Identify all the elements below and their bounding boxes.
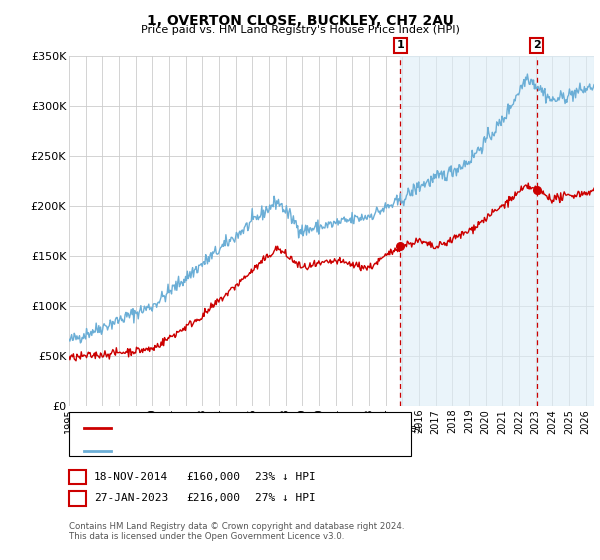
Text: 18-NOV-2014: 18-NOV-2014 bbox=[94, 472, 169, 482]
Text: Contains HM Land Registry data © Crown copyright and database right 2024.
This d: Contains HM Land Registry data © Crown c… bbox=[69, 522, 404, 542]
Point bbox=[395, 241, 405, 250]
Text: 1, OVERTON CLOSE, BUCKLEY, CH7 2AU: 1, OVERTON CLOSE, BUCKLEY, CH7 2AU bbox=[146, 14, 454, 28]
Text: £160,000: £160,000 bbox=[186, 472, 240, 482]
Text: 2: 2 bbox=[533, 40, 541, 50]
Text: HPI: Average price, detached house, Flintshire: HPI: Average price, detached house, Flin… bbox=[118, 446, 359, 456]
Text: 1, OVERTON CLOSE, BUCKLEY, CH7 2AU (detached house): 1, OVERTON CLOSE, BUCKLEY, CH7 2AU (deta… bbox=[118, 423, 421, 433]
Text: Price paid vs. HM Land Registry's House Price Index (HPI): Price paid vs. HM Land Registry's House … bbox=[140, 25, 460, 35]
Text: £216,000: £216,000 bbox=[186, 493, 240, 503]
Text: 27-JAN-2023: 27-JAN-2023 bbox=[94, 493, 169, 503]
Text: 23% ↓ HPI: 23% ↓ HPI bbox=[255, 472, 316, 482]
Text: 2: 2 bbox=[74, 493, 81, 503]
Bar bbox=[400, 56, 594, 406]
Point bbox=[532, 185, 542, 194]
Text: 1: 1 bbox=[397, 40, 404, 50]
Text: 27% ↓ HPI: 27% ↓ HPI bbox=[255, 493, 316, 503]
Text: 1: 1 bbox=[74, 472, 81, 482]
